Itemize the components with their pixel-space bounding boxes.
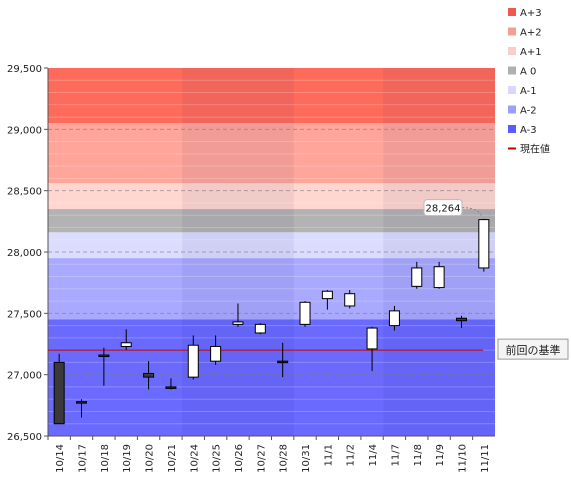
candle-body-10/25 bbox=[210, 345, 222, 362]
x-tick-label: 11/7 bbox=[390, 444, 401, 466]
legend-swatch-aplus2 bbox=[508, 27, 516, 36]
reference-label: 前回の基準 bbox=[506, 343, 561, 357]
x-tick-label: 11/2 bbox=[346, 444, 357, 466]
legend-swatch-aplus1 bbox=[508, 47, 516, 55]
candle-body-10/21 bbox=[165, 386, 177, 389]
current-value-callout: 28,264 bbox=[423, 199, 483, 218]
x-tick-label: 10/20 bbox=[145, 444, 156, 473]
y-tick-label: 28,000 bbox=[7, 248, 42, 259]
legend-swatch-aminus1 bbox=[508, 86, 516, 94]
x-tick-label: 10/31 bbox=[301, 444, 312, 473]
candle-body-11/4 bbox=[366, 327, 378, 350]
candle-body-10/18 bbox=[98, 354, 110, 358]
candle-body-11/2 bbox=[344, 293, 356, 307]
x-tick-label: 10/28 bbox=[279, 444, 290, 473]
x-tick-label: 11/4 bbox=[368, 444, 379, 466]
legend-swatch-aplus3 bbox=[508, 8, 516, 16]
y-tick-label: 29,500 bbox=[7, 64, 42, 75]
candle-body-11/9 bbox=[433, 266, 445, 289]
x-tick-label: 10/21 bbox=[167, 444, 178, 473]
legend-label-aminus1: A-1 bbox=[520, 86, 537, 97]
candle-body-10/24 bbox=[187, 344, 199, 378]
legend-label-現在値: 現在値 bbox=[520, 143, 550, 156]
grid-layer bbox=[48, 79, 495, 425]
x-tick-label: 10/27 bbox=[256, 444, 267, 473]
x-tick-label: 11/9 bbox=[435, 444, 446, 466]
y-tick-label: 27,500 bbox=[7, 309, 42, 320]
legend-label-aplus1: A+1 bbox=[520, 47, 542, 58]
y-tick-label: 26,500 bbox=[7, 432, 42, 443]
x-tick-label: 10/19 bbox=[122, 444, 133, 473]
legend-label-aminus3: A-3 bbox=[520, 125, 537, 136]
band-layer bbox=[48, 68, 495, 436]
band-aplus2 bbox=[48, 123, 495, 184]
x-tick-label: 10/17 bbox=[78, 444, 89, 473]
candle-layer bbox=[53, 218, 490, 425]
candle-body-11/7 bbox=[388, 310, 400, 327]
band-aminus1 bbox=[48, 232, 495, 259]
candle-body-10/14 bbox=[53, 361, 65, 425]
x-tick-label: 10/14 bbox=[55, 444, 66, 473]
y-tick-layer: 26,500 27,000 27,500 28,000 28,500 29,000 29,5… bbox=[7, 64, 48, 443]
candle-body-11/8 bbox=[411, 267, 423, 287]
band-a0 bbox=[48, 209, 495, 233]
candle-body-11/10 bbox=[455, 317, 467, 322]
candle-body-10/28 bbox=[277, 360, 289, 364]
x-tick-label: 10/26 bbox=[234, 444, 245, 473]
legend-swatch-a0 bbox=[508, 66, 516, 75]
candle-body-10/20 bbox=[143, 372, 155, 378]
candle-body-10/26 bbox=[232, 321, 244, 325]
x-tick-label: 11/1 bbox=[323, 444, 334, 466]
candle-body-10/31 bbox=[299, 301, 311, 325]
legend-swatch-aminus3 bbox=[508, 125, 516, 133]
legend-label-aplus3: A+3 bbox=[520, 8, 542, 19]
x-tick-label: 10/24 bbox=[189, 444, 200, 473]
candle-body-10/27 bbox=[254, 323, 266, 334]
band-aminus3 bbox=[48, 319, 495, 436]
y-tick-label: 27,000 bbox=[7, 371, 42, 382]
legend-swatch-aminus2 bbox=[508, 105, 516, 114]
x-tick-label: 10/18 bbox=[100, 444, 111, 473]
x-tick-label: 11/11 bbox=[480, 444, 491, 473]
callout-frame bbox=[423, 199, 463, 217]
reference-label-box: 前回の基準 bbox=[497, 338, 569, 360]
current-value-label: 28,264 bbox=[426, 204, 461, 215]
candle-body-11/1 bbox=[321, 290, 333, 300]
x-tick-label: 11/8 bbox=[413, 444, 424, 466]
x-tick-label: 10/25 bbox=[212, 444, 223, 473]
legend-label-aminus2: A-2 bbox=[520, 106, 537, 117]
reference-label-frame bbox=[497, 338, 569, 360]
y-tick-label: 28,500 bbox=[7, 187, 42, 198]
candle-body-10/19 bbox=[120, 342, 132, 347]
y-tick-label: 29,000 bbox=[7, 125, 42, 136]
x-tick-layer: 10/14 10/17 10/18 10/19 10/20 10/21 10/24 10/25… bbox=[47, 436, 491, 473]
candle-body-10/17 bbox=[76, 401, 88, 404]
x-tick-label: 11/10 bbox=[457, 444, 468, 473]
legend: A+3 A+2 A+1 A 0 A-1 A-2 A-3 現在値 bbox=[508, 8, 550, 156]
legend-label-a0: A 0 bbox=[520, 67, 536, 78]
candle-body-11/11 bbox=[478, 219, 490, 269]
band-aplus3 bbox=[48, 68, 495, 124]
band-aplus1 bbox=[48, 183, 495, 210]
legend-label-aplus2: A+2 bbox=[520, 28, 542, 39]
